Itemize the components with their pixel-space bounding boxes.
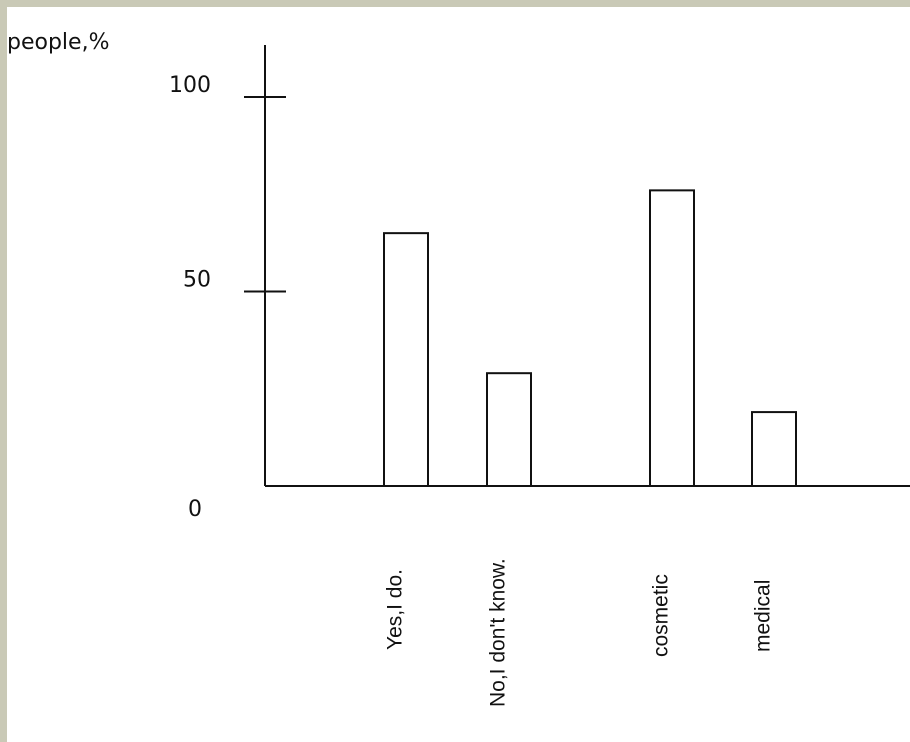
x-tick-label: No,I don't know.: [487, 558, 510, 707]
bar: [486, 372, 532, 487]
bar: [383, 232, 429, 487]
x-tick-label: cosmetic: [650, 574, 673, 657]
chart-panel: people,% 0 50 100 Yes,I do. No,I don't know…: [7, 7, 910, 742]
y-axis-label: people,%: [7, 30, 109, 55]
x-tick-labels: Yes,I do. No,I don't know. cosmetic medical: [384, 558, 775, 707]
bars: [383, 189, 797, 488]
x-tick-label: Yes,I do.: [384, 569, 407, 650]
y-tick-label: 0: [188, 497, 202, 522]
y-tick-label: 100: [169, 73, 211, 98]
y-ticks: 0 50 100: [169, 73, 286, 522]
x-tick-label: medical: [752, 580, 775, 652]
bar: [649, 189, 695, 488]
y-tick-label: 50: [183, 268, 211, 293]
bar-chart: people,% 0 50 100 Yes,I do. No,I don't know…: [7, 30, 910, 707]
bar: [751, 411, 797, 487]
axes: [264, 45, 910, 487]
